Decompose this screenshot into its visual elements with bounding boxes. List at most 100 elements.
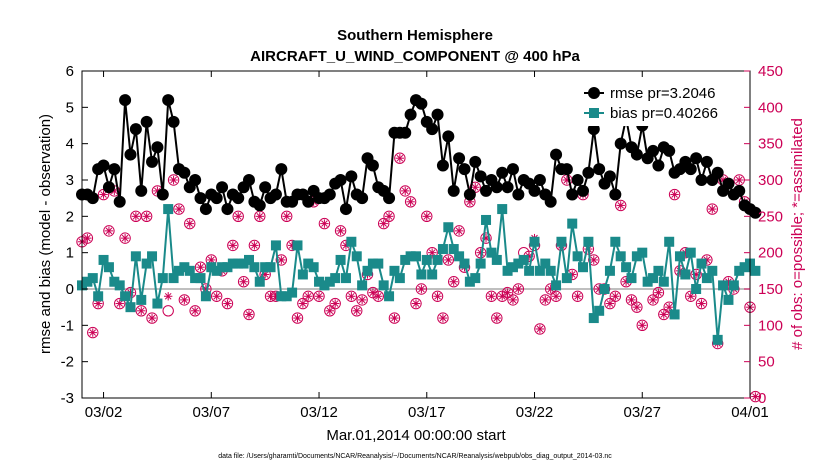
rmse-point bbox=[345, 170, 358, 183]
rmse-point bbox=[339, 203, 352, 216]
obs-possible-point bbox=[297, 297, 309, 310]
obs-possible-point bbox=[334, 225, 347, 237]
bias-point bbox=[120, 291, 131, 302]
bias-point bbox=[701, 273, 712, 284]
obs-assimilated-point bbox=[514, 284, 523, 294]
rmse-point bbox=[119, 94, 132, 107]
rmse-point bbox=[334, 174, 347, 186]
obs-possible-point bbox=[119, 232, 131, 244]
rmse-point bbox=[603, 170, 616, 183]
obs-assimilated-point bbox=[427, 248, 437, 257]
x-tick-label: 03/17 bbox=[408, 404, 446, 421]
obs-possible-point bbox=[571, 290, 584, 302]
obs-possible-point bbox=[647, 294, 659, 306]
obs-possible-point bbox=[415, 283, 428, 295]
bias-point bbox=[308, 262, 319, 273]
bias-point bbox=[314, 276, 325, 287]
right-tick-label: 400 bbox=[758, 99, 783, 116]
left-tick-label: 3 bbox=[66, 172, 74, 189]
bias-point bbox=[685, 247, 696, 258]
bias-point bbox=[378, 280, 389, 291]
obs-possible-point bbox=[658, 308, 670, 321]
bias-point bbox=[642, 276, 653, 287]
obs-possible-point bbox=[431, 290, 444, 302]
obs-assimilated-point bbox=[250, 241, 259, 250]
obs-possible-point bbox=[135, 305, 147, 317]
obs-assimilated-point bbox=[325, 306, 335, 315]
bias-point bbox=[125, 302, 136, 313]
rmse-point bbox=[501, 181, 514, 194]
obs-possible-point bbox=[631, 301, 643, 313]
obs-assimilated-point bbox=[503, 288, 512, 297]
obs-assimilated-point bbox=[293, 313, 302, 323]
bias-point bbox=[362, 265, 373, 276]
obs-assimilated-point bbox=[190, 306, 200, 315]
bias-point bbox=[249, 262, 260, 273]
obs-assimilated-point bbox=[487, 292, 496, 301]
obs-possible-point bbox=[248, 239, 261, 252]
bias-point bbox=[486, 247, 497, 258]
bias-point bbox=[136, 294, 147, 305]
obs-assimilated-point bbox=[212, 292, 221, 301]
bias-point bbox=[217, 262, 228, 273]
obs-assimilated-point bbox=[120, 233, 130, 243]
rmse-point bbox=[647, 144, 660, 157]
x-tick-label: 03/12 bbox=[300, 404, 338, 421]
obs-assimilated-point bbox=[314, 292, 324, 301]
obs-possible-point bbox=[194, 261, 207, 273]
rmse-point bbox=[113, 195, 126, 208]
right-tick-label: 450 bbox=[758, 63, 783, 80]
obs-possible-point bbox=[399, 185, 411, 197]
bias-point bbox=[233, 258, 244, 269]
left-axis-ticks: -3 -2 -1 0 1 2 3 4 5 6 bbox=[61, 63, 88, 407]
rmse-point bbox=[404, 108, 417, 121]
bias-point bbox=[680, 269, 691, 280]
rmse-point bbox=[630, 148, 643, 161]
bias-point bbox=[475, 258, 486, 269]
bias-point bbox=[103, 262, 114, 273]
obs-assimilated-point bbox=[304, 292, 313, 301]
bias-point bbox=[707, 265, 718, 276]
bias-point bbox=[497, 204, 508, 215]
rmse-point bbox=[560, 163, 573, 176]
rmse-point bbox=[102, 181, 115, 194]
bias-point bbox=[168, 273, 179, 284]
obs-possible-point bbox=[232, 210, 244, 223]
obs-assimilated-point bbox=[627, 295, 636, 305]
bias-point bbox=[534, 265, 545, 276]
obs-possible-point bbox=[685, 290, 697, 302]
left-tick-label: 4 bbox=[66, 136, 74, 153]
rmse-point bbox=[167, 115, 180, 128]
chart-title: Southern Hemisphere bbox=[337, 27, 493, 44]
bias-point bbox=[373, 258, 384, 269]
bias-point bbox=[653, 265, 664, 276]
rmse-point bbox=[652, 159, 665, 172]
obs-possible-point bbox=[383, 210, 395, 223]
left-axis-label: rmse and bias (model - observation) bbox=[37, 114, 54, 354]
bias-point bbox=[265, 262, 276, 273]
rmse-point bbox=[232, 192, 245, 205]
obs-possible-point bbox=[356, 294, 368, 306]
obs-assimilated-point bbox=[406, 197, 415, 206]
bias-point bbox=[432, 254, 443, 265]
bias-point bbox=[179, 262, 190, 273]
obs-assimilated-point bbox=[686, 292, 695, 301]
rmse-point bbox=[156, 188, 169, 201]
legend: rmse pr=3.2046 bias pr=0.40266 bbox=[579, 78, 739, 126]
obs-assimilated-point bbox=[115, 299, 124, 308]
bias-point bbox=[599, 284, 610, 294]
rmse-point bbox=[426, 123, 439, 136]
obs-possible-point bbox=[491, 312, 503, 324]
obs-possible-point bbox=[210, 290, 223, 302]
rmse-point bbox=[458, 163, 471, 176]
rmse-point bbox=[609, 188, 622, 201]
bias-point bbox=[464, 276, 475, 287]
rmse-point bbox=[275, 163, 288, 176]
obs-possible-point bbox=[609, 290, 622, 302]
obs-possible-point bbox=[140, 210, 153, 223]
obs-possible-point bbox=[437, 312, 449, 324]
obs-assimilated-point bbox=[180, 295, 189, 305]
obs-assimilated-point bbox=[438, 313, 448, 323]
obs-possible-point bbox=[87, 326, 99, 339]
right-axis-label: # of obs: o=possible; *=assimilated bbox=[789, 118, 806, 350]
